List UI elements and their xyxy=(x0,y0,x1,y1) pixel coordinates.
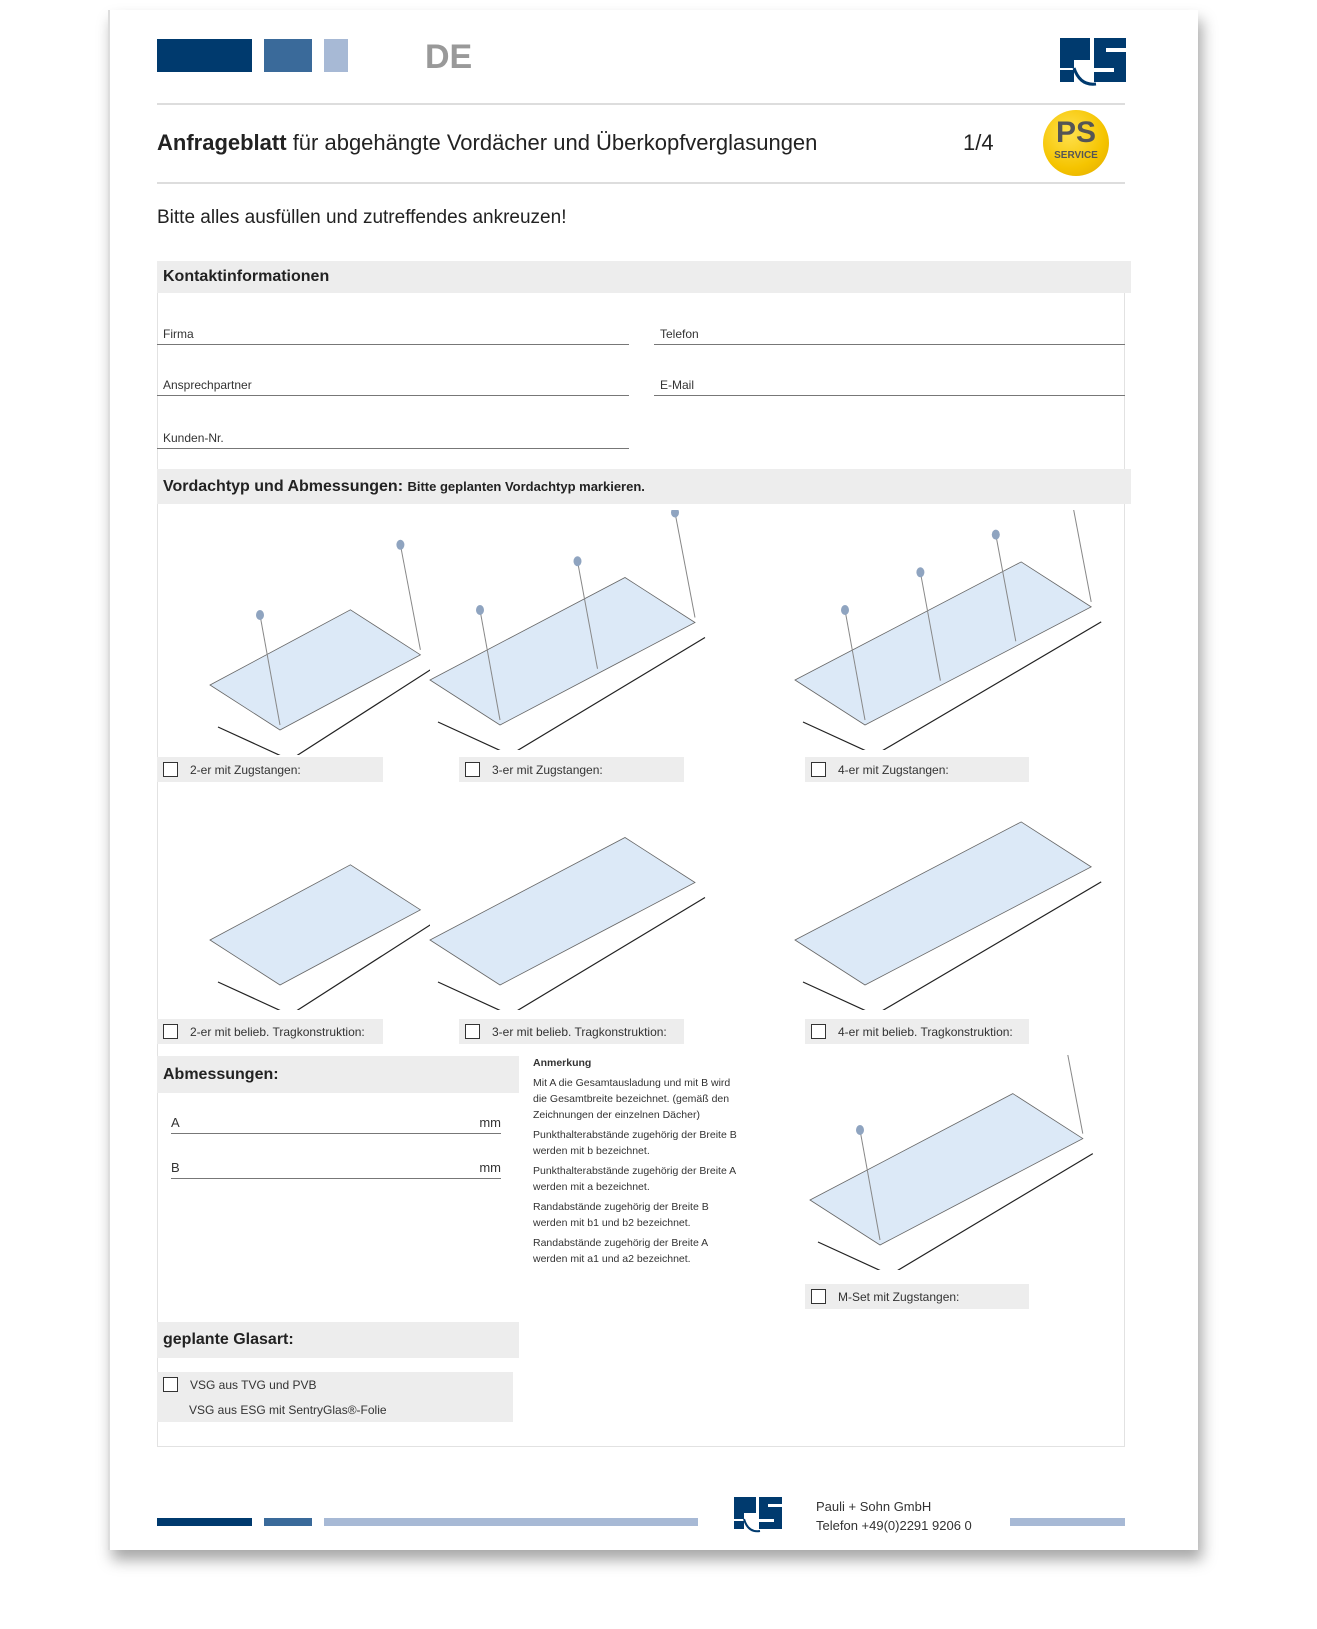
contact-person-field[interactable]: Ansprechpartner xyxy=(157,375,629,396)
footer-bar-right xyxy=(1010,1518,1125,1526)
glass-option-esg[interactable]: VSG aus ESG mit SentryGlas®-Folie xyxy=(157,1397,513,1422)
company-field[interactable]: Firma xyxy=(157,324,629,345)
drawing-4-rods xyxy=(794,510,1102,750)
footer-bar-light xyxy=(324,1518,698,1526)
drawing-3-rods xyxy=(429,510,706,750)
title-rest: für abgehängte Vordächer und Überkopfver… xyxy=(292,130,818,155)
note: Anmerkung Mit A die Gesamtausladung und … xyxy=(533,1055,743,1271)
title-bold: Anfrageblatt xyxy=(157,130,287,155)
checkbox[interactable] xyxy=(811,1024,826,1039)
page-title: Anfrageblatt für abgehängte Vordächer un… xyxy=(157,130,817,156)
note-heading: Anmerkung xyxy=(533,1057,592,1069)
footer-contact: Pauli + Sohn GmbH Telefon +49(0)2291 920… xyxy=(816,1497,972,1535)
footer-bar-dark xyxy=(157,1518,252,1526)
footer-company: Pauli + Sohn GmbH xyxy=(816,1499,932,1514)
type-3-any[interactable]: 3-er mit belieb. Tragkonstruktion: xyxy=(459,1019,684,1044)
ps-logo xyxy=(1060,38,1126,86)
type-2-rods[interactable]: 2-er mit Zugstangen: xyxy=(157,757,383,782)
checkbox[interactable] xyxy=(465,762,480,777)
phone-field[interactable]: Telefon xyxy=(654,324,1125,345)
checkbox[interactable] xyxy=(811,762,826,777)
dimensions-heading: Abmessungen: xyxy=(157,1056,519,1093)
type-m-set[interactable]: M-Set mit Zugstangen: xyxy=(805,1284,1029,1309)
type-3-rods[interactable]: 3-er mit Zugstangen: xyxy=(459,757,684,782)
drawing-3-any xyxy=(429,837,706,1010)
email-field[interactable]: E-Mail xyxy=(654,375,1125,396)
type-4-rods[interactable]: 4-er mit Zugstangen: xyxy=(805,757,1029,782)
type-2-any[interactable]: 2-er mit belieb. Tragkonstruktion: xyxy=(157,1019,383,1044)
customer-number-field[interactable]: Kunden-Nr. xyxy=(157,428,629,449)
checkbox[interactable] xyxy=(163,762,178,777)
type-4-any[interactable]: 4-er mit belieb. Tragkonstruktion: xyxy=(805,1019,1029,1044)
checkbox[interactable] xyxy=(163,1024,178,1039)
page-number: 1/4 xyxy=(963,130,994,155)
language-code: DE xyxy=(425,38,473,76)
note-paragraph: Mit A die Gesamtausladung und mit B wird… xyxy=(533,1077,731,1121)
divider xyxy=(157,103,1125,105)
form-box xyxy=(157,261,1125,1447)
canopy-heading-text: Vordachtyp und Abmessungen: xyxy=(163,477,404,495)
note-paragraph: Punkthalterabstände zugehörig der Breite… xyxy=(533,1129,737,1157)
note-paragraph: Randabstände zugehörig der Breite A werd… xyxy=(533,1237,708,1265)
checkbox[interactable] xyxy=(811,1289,826,1304)
footer-phone: Telefon +49(0)2291 9206 0 xyxy=(816,1518,972,1533)
brand-bar-dark xyxy=(157,39,252,72)
footer-bar-mid xyxy=(264,1518,312,1526)
divider xyxy=(157,182,1125,184)
badge-service: SERVICE xyxy=(1054,150,1098,161)
contact-heading: Kontaktinformationen xyxy=(157,261,1131,293)
drawing-2-any xyxy=(209,864,430,1010)
glass-heading: geplante Glasart: xyxy=(157,1322,519,1358)
drawing-2-rods xyxy=(209,539,430,755)
note-paragraph: Punkthalterabstände zugehörig der Breite… xyxy=(533,1165,736,1193)
canopy-hint: Bitte geplanten Vordachtyp markieren. xyxy=(407,479,645,494)
instruction: Bitte alles ausfüllen und zutreffendes a… xyxy=(157,207,567,228)
canopy-heading: Vordachtyp und Abmessungen: Bitte geplan… xyxy=(157,469,1131,504)
checkbox[interactable] xyxy=(163,1377,178,1392)
drawing-4-any xyxy=(794,821,1102,1010)
note-paragraph: Randabstände zugehörig der Breite B werd… xyxy=(533,1201,709,1229)
footer-ps-logo xyxy=(734,1497,782,1533)
glass-option-tvg[interactable]: VSG aus TVG und PVB xyxy=(157,1372,513,1397)
ps-service-badge: PS SERVICE xyxy=(1043,110,1109,176)
drawing-m-set xyxy=(809,1055,1094,1270)
checkbox[interactable] xyxy=(465,1024,480,1039)
badge-ps: PS xyxy=(1055,116,1097,149)
brand-bar-light xyxy=(324,39,348,72)
brand-bar-mid xyxy=(264,39,312,72)
